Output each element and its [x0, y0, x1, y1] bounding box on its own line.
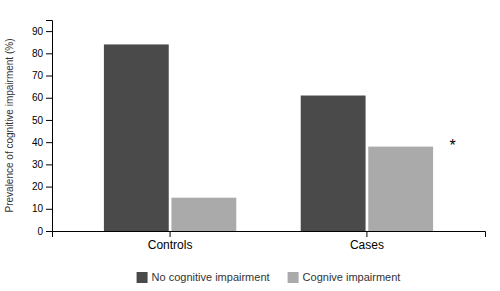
x-tick: Cases — [350, 231, 384, 252]
y-tick-mark — [46, 53, 52, 54]
y-tick: 60 — [32, 92, 52, 103]
y-tick: 90 — [32, 26, 52, 37]
y-tick: 80 — [32, 48, 52, 59]
y-tick-label: 90 — [32, 26, 44, 37]
bar-series — [171, 147, 433, 231]
y-tick-label: 40 — [32, 137, 44, 148]
y-tick-mark — [46, 120, 52, 121]
legend-item: Cognive impairment — [288, 271, 401, 283]
legend-swatch — [137, 272, 148, 283]
y-tick: 40 — [32, 137, 52, 148]
bar — [301, 96, 366, 231]
y-tick-label: 50 — [32, 115, 44, 126]
plot: 0 10 20 30 40 50 60 70 80 90 Controls Cases * — [32, 21, 486, 252]
legend: No cognitive impairment Cognive impairmen… — [137, 271, 401, 283]
y-tick-mark — [46, 209, 52, 210]
y-tick: 50 — [32, 115, 52, 126]
y-tick-label: 20 — [32, 181, 44, 192]
bar — [171, 198, 236, 231]
y-tick: 0 — [37, 226, 52, 237]
y-tick-label: 30 — [32, 159, 44, 170]
bars — [104, 44, 433, 231]
y-tick-label: 70 — [32, 70, 44, 81]
bar — [368, 147, 433, 231]
x-tick-label: Cases — [350, 238, 384, 252]
y-tick: 70 — [32, 70, 52, 81]
chart: 0 10 20 30 40 50 60 70 80 90 Controls Cases * Prevale… — [0, 0, 500, 291]
x-tick-label: Controls — [148, 238, 193, 252]
y-axis-label: Prevalence of cognitive impairment (%) — [4, 39, 15, 213]
y-tick-mark — [46, 31, 52, 32]
legend-label: No cognitive impairment — [152, 271, 270, 283]
legend-swatch — [288, 272, 299, 283]
x-tick: Controls — [148, 231, 193, 252]
y-tick: 30 — [32, 159, 52, 170]
legend-label: Cognive impairment — [303, 271, 401, 283]
y-tick-label: 60 — [32, 92, 44, 103]
legend-item: No cognitive impairment — [137, 271, 270, 283]
y-axis-line — [46, 21, 53, 232]
y-tick-mark — [46, 98, 52, 99]
annotation: * — [449, 137, 455, 154]
bar-series — [104, 44, 366, 231]
y-tick-mark — [46, 231, 52, 232]
bar — [104, 44, 169, 231]
y-tick-mark — [46, 142, 52, 143]
y-tick-mark — [46, 164, 52, 165]
y-tick-mark — [46, 187, 52, 188]
x-tick-mark — [366, 231, 367, 237]
y-tick-label: 0 — [37, 226, 43, 237]
y-tick-label: 80 — [32, 48, 44, 59]
y-tick: 10 — [32, 203, 52, 214]
y-tick: 20 — [32, 181, 52, 192]
x-axis-line — [53, 232, 486, 238]
x-tick-mark — [170, 231, 171, 237]
y-tick-mark — [46, 76, 52, 77]
x-axis: Controls Cases — [53, 231, 486, 252]
y-tick-label: 10 — [32, 203, 44, 214]
y-axis: 0 10 20 30 40 50 60 70 80 90 — [32, 21, 53, 237]
